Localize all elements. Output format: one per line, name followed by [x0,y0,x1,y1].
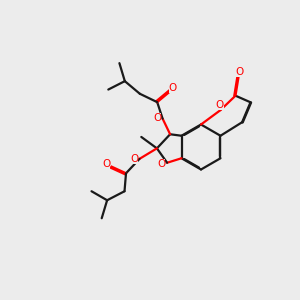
Text: O: O [169,83,177,93]
Text: O: O [130,154,138,164]
Text: O: O [153,113,161,123]
Text: O: O [157,159,165,169]
Text: O: O [235,67,243,77]
Text: O: O [216,100,224,110]
Text: O: O [102,159,110,169]
